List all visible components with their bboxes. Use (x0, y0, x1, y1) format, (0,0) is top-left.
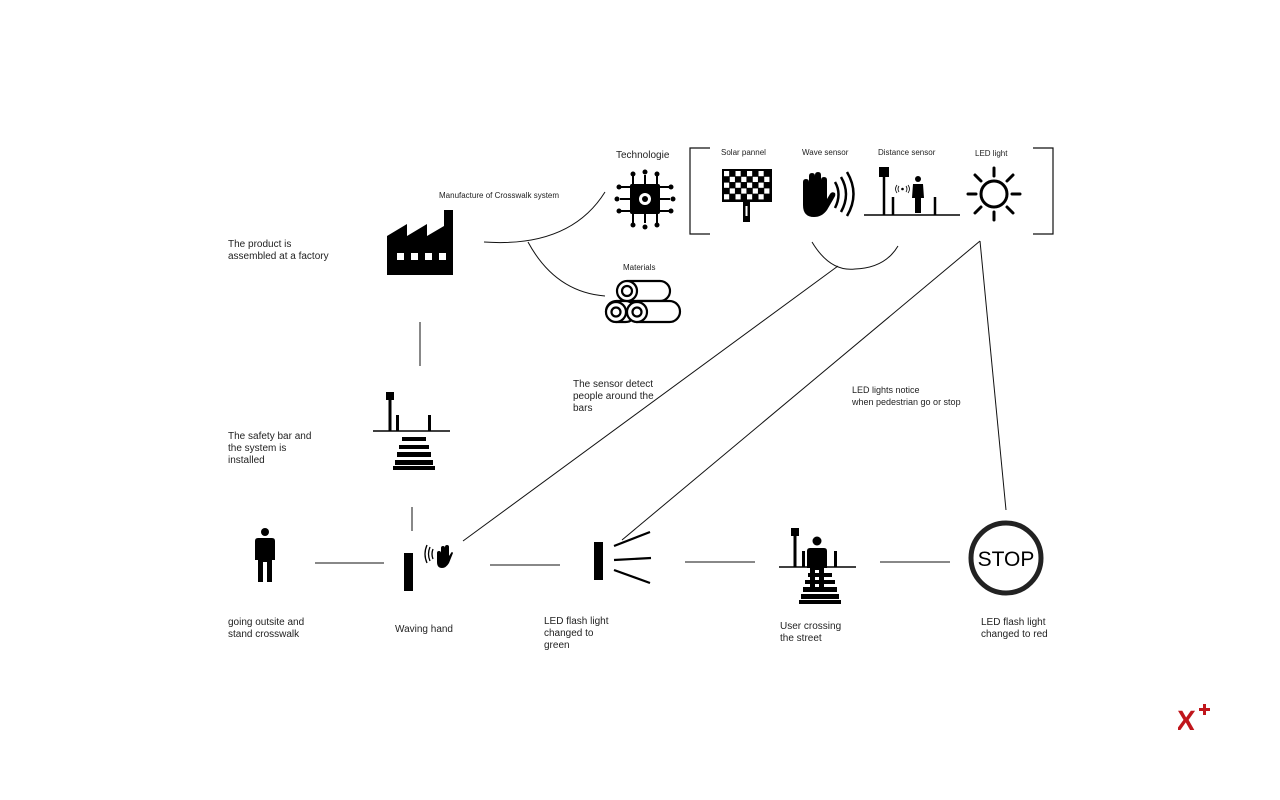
factory-icon (387, 210, 453, 275)
step-label-4: User crossing the street (780, 621, 842, 644)
technology-bracket (689, 147, 1054, 235)
connector-sensors-bracket (811, 241, 899, 270)
brand-logo: X (1178, 704, 1210, 734)
tech-label-wave: Wave sensor (802, 148, 849, 157)
sun-icon (966, 166, 1022, 222)
materials-label: Materials (623, 263, 656, 272)
tech-label-solar: Solar pannel (721, 148, 766, 157)
sensor-annotation: The sensor detect people around the bars (573, 379, 654, 414)
safety-bar-crosswalk-icon (373, 392, 450, 470)
materials-icon (604, 279, 682, 324)
stop-sign-icon: STOP (968, 520, 1044, 596)
microchip-icon (614, 169, 676, 230)
flash-light-icon (594, 530, 652, 585)
person-icon (255, 528, 275, 582)
manufacture-title: Manufacture of Crosswalk system (439, 191, 560, 200)
stop-sign-text: STOP (978, 548, 1035, 571)
svg-text:X: X (1178, 705, 1197, 734)
tech-label-led: LED light (975, 149, 1008, 158)
tech-label-distance: Distance sensor (878, 148, 936, 157)
connector-led-to-flash (621, 240, 981, 541)
technology-title: Technologie (616, 150, 670, 161)
connector-led-to-stop (979, 240, 1007, 511)
step-label-5: LED flash light changed to red (981, 617, 1048, 640)
pedestrian-crossing-icon (779, 528, 856, 604)
step-label-2: Waving hand (395, 624, 453, 635)
step-label-3: LED flash light changed to green (544, 616, 609, 651)
factory-caption: The product is assembled at a factory (228, 239, 329, 262)
connectors (315, 191, 1007, 566)
connector-factory-to-materials (527, 241, 606, 297)
step-label-1: going outsite and stand crosswalk (228, 617, 305, 640)
distance-sensor-icon (864, 167, 960, 216)
wave-hand-icon (803, 171, 855, 217)
connector-factory-to-technology (483, 191, 606, 244)
waving-hand-sensor-icon (404, 544, 453, 591)
led-annotation: LED lights notice when pedestrian go or … (852, 385, 961, 407)
solar-panel-icon (722, 169, 772, 222)
install-caption: The safety bar and the system is install… (228, 431, 312, 466)
connector-sensor-to-hand (462, 265, 839, 542)
